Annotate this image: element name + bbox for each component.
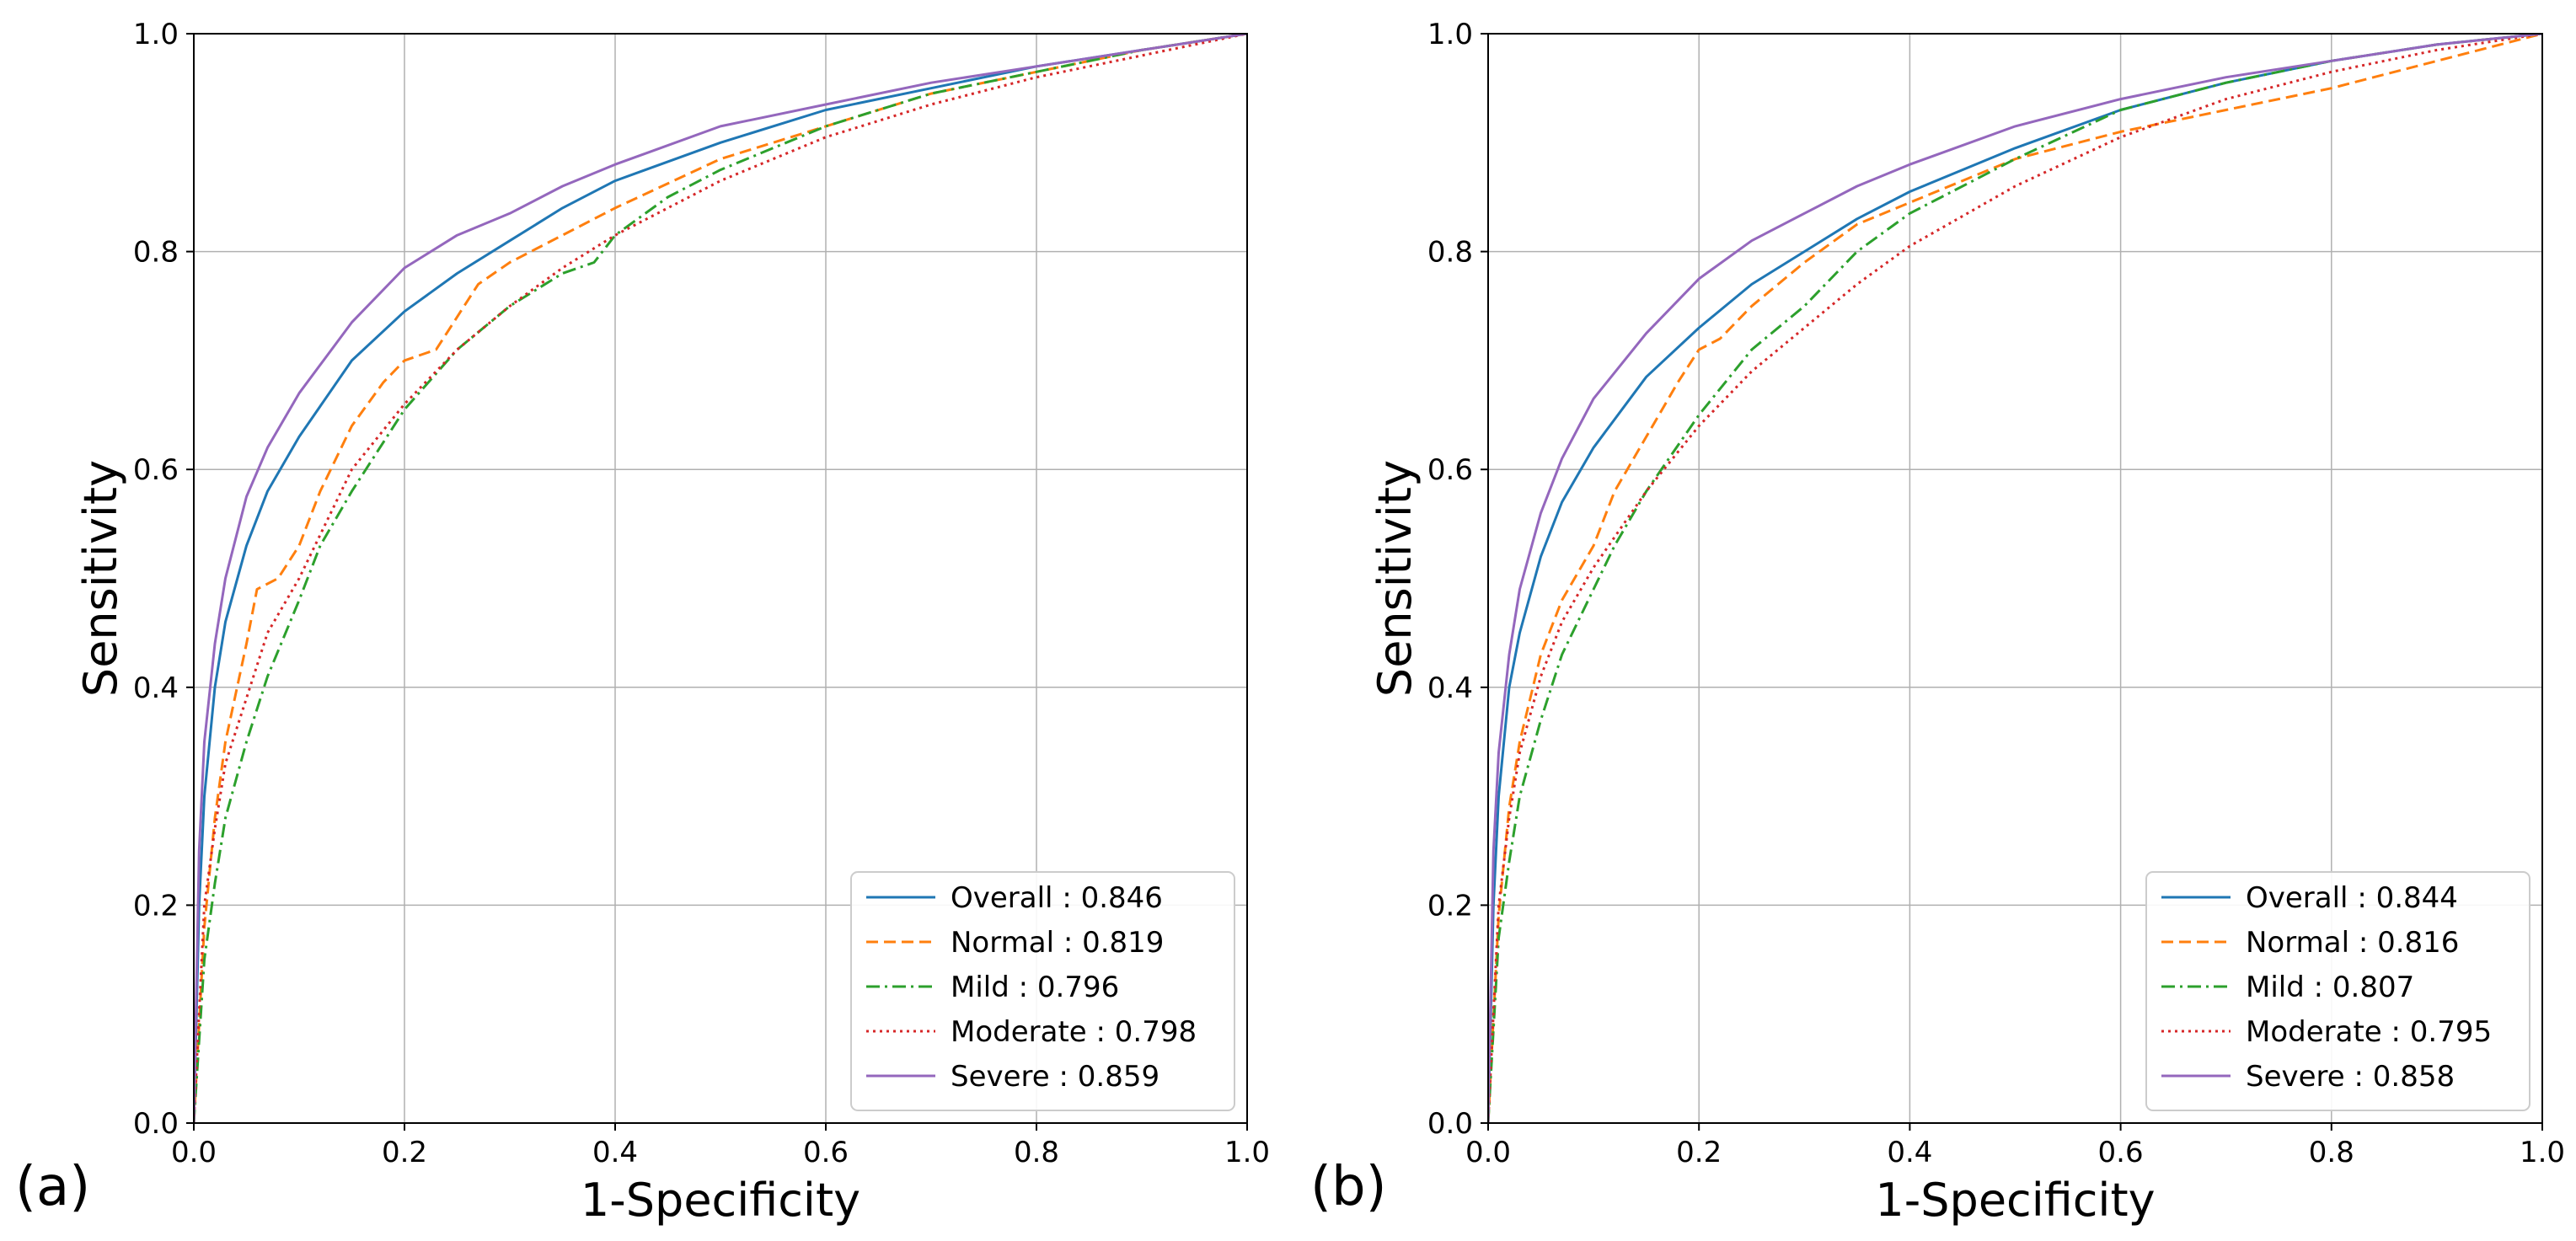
legend-label-overall: Overall : 0.846 [951, 881, 1163, 915]
legend-label-moderate: Moderate : 0.795 [2246, 1015, 2492, 1049]
y-axis-label: Sensitivity [74, 460, 127, 697]
y-tick-label: 0.2 [1427, 889, 1473, 923]
legend-label-normal: Normal : 0.819 [951, 926, 1164, 960]
y-tick-label: 0.8 [133, 236, 179, 270]
panel-label: (b) [1310, 1156, 1387, 1218]
legend-label-severe: Severe : 0.859 [951, 1060, 1159, 1094]
x-tick-label: 0.4 [592, 1136, 638, 1169]
y-tick-label: 0.8 [1427, 236, 1473, 270]
x-tick-label: 1.0 [2520, 1136, 2565, 1169]
roc-panel-b: 0.0 0.2 0.4 0.6 0.8 1.0 0.0 0.2 0.4 0.6 0.8 1.0 1-Sp… [1310, 18, 2565, 1227]
legend-box [2145, 871, 2530, 1111]
x-tick-label: 0.2 [1676, 1136, 1722, 1169]
x-tick-label: 0.4 [1887, 1136, 1932, 1169]
axes-frame [193, 33, 1248, 1124]
legend-label-overall: Overall : 0.844 [2246, 881, 2458, 915]
series-line-moderate [1488, 34, 2542, 1123]
y-tick-label: 0.2 [133, 889, 179, 923]
legend-label-normal: Normal : 0.816 [2246, 926, 2459, 960]
x-tick-label: 1.0 [1224, 1136, 1270, 1169]
y-tick-label: 0.4 [1427, 671, 1473, 705]
series-line-overall [194, 34, 1247, 1123]
legend-label-mild: Mild : 0.807 [2246, 971, 2414, 1004]
y-axis-label: Sensitivity [1368, 460, 1422, 697]
y-tick-label: 0.6 [133, 453, 179, 487]
legend-box [850, 871, 1235, 1111]
legend: Overall : 0.844 Normal : 0.816 Mild : 0.80… [2145, 871, 2530, 1111]
series-lines [1488, 34, 2542, 1123]
x-tick-label: 0.0 [171, 1136, 217, 1169]
axes-frame [1487, 33, 2543, 1124]
x-axis-label: 1-Specificity [1875, 1174, 2155, 1227]
series-lines [194, 34, 1247, 1123]
grid [193, 33, 1248, 1124]
series-line-overall [1488, 34, 2542, 1123]
legend: Overall : 0.846 Normal : 0.819 Mild : 0.79… [850, 871, 1235, 1111]
x-tick-label: 0.8 [1014, 1136, 1059, 1169]
panel-label: (a) [15, 1156, 90, 1218]
x-axis-label: 1-Specificity [581, 1174, 860, 1227]
series-line-severe [194, 34, 1247, 1123]
legend-label-moderate: Moderate : 0.798 [951, 1015, 1197, 1049]
x-tick-label: 0.0 [1465, 1136, 1511, 1169]
roc-panel-a: 0.0 0.2 0.4 0.6 0.8 1.0 0.0 0.2 0.4 0.6 0.8 1.0 1-Sp… [15, 18, 1270, 1227]
y-tick-label: 0.0 [1427, 1107, 1473, 1141]
x-tick-label: 0.2 [382, 1136, 427, 1169]
y-tick-label: 0.0 [133, 1107, 179, 1141]
series-line-mild [1488, 34, 2542, 1123]
y-tick-label: 0.4 [133, 671, 179, 705]
series-line-severe [1488, 34, 2542, 1123]
y-tick-label: 1.0 [133, 18, 179, 51]
x-tick-label: 0.6 [803, 1136, 849, 1169]
y-tick-label: 0.6 [1427, 453, 1473, 487]
y-tick-label: 1.0 [1427, 18, 1473, 51]
x-tick-label: 0.6 [2098, 1136, 2144, 1169]
x-tick-label: 0.8 [2309, 1136, 2354, 1169]
legend-label-mild: Mild : 0.796 [951, 971, 1119, 1004]
legend-label-severe: Severe : 0.858 [2246, 1060, 2455, 1094]
